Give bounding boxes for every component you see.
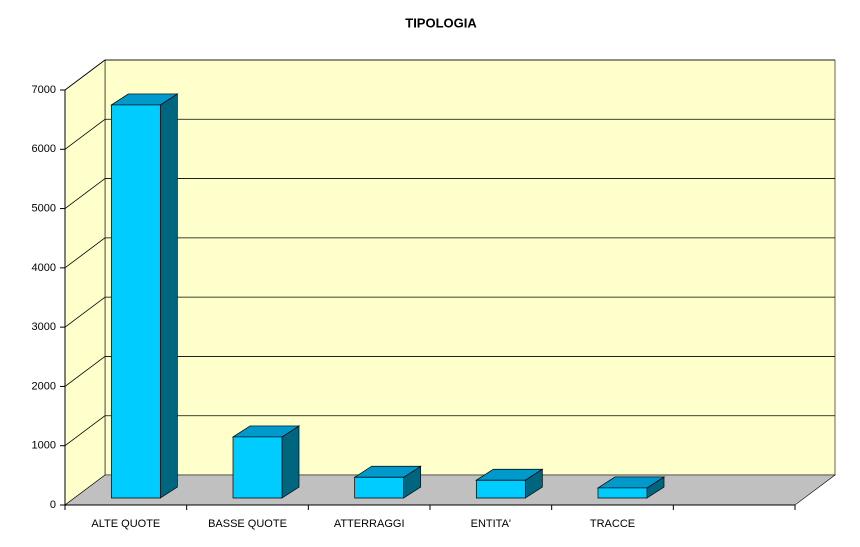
y-tick-label: 4000	[32, 262, 56, 274]
bar	[110, 93, 179, 499]
y-tick-label: 1000	[32, 440, 56, 452]
side-wall	[64, 59, 106, 506]
bar-side	[159, 93, 178, 499]
bar-front	[475, 479, 526, 499]
grid-line	[64, 59, 106, 91]
y-tick-label: 3000	[32, 321, 56, 333]
x-tick-label: ENTITA'	[471, 518, 511, 530]
floor	[64, 474, 836, 506]
y-tick-label: 7000	[32, 84, 56, 96]
bar-side	[281, 425, 300, 499]
back-wall	[104, 59, 836, 476]
chart-title: TIPOLOGIA	[405, 15, 477, 30]
grid-line	[64, 118, 106, 150]
bar-front	[597, 487, 648, 499]
x-tick-label: ATTERRAGGI	[334, 518, 405, 530]
bar-front	[354, 476, 405, 499]
y-tick-label: 5000	[32, 202, 56, 214]
grid-line	[64, 178, 106, 209]
bar-front	[232, 436, 283, 499]
grid-line	[64, 356, 106, 387]
bar-front	[110, 104, 161, 499]
bar	[475, 468, 544, 499]
x-tick-label: ALTE QUOTE	[91, 518, 160, 530]
y-tick-label: 6000	[32, 143, 56, 155]
y-tick-label: 0	[50, 499, 56, 511]
bar	[231, 425, 301, 499]
grid-line	[64, 237, 106, 269]
x-tick-label: BASSE QUOTE	[208, 518, 287, 530]
bar	[353, 465, 422, 499]
x-tick-label: TRACCE	[590, 518, 635, 530]
bar	[596, 476, 666, 499]
grid-line	[64, 296, 106, 328]
y-tick-label: 2000	[32, 380, 56, 392]
grid-line	[64, 415, 106, 447]
